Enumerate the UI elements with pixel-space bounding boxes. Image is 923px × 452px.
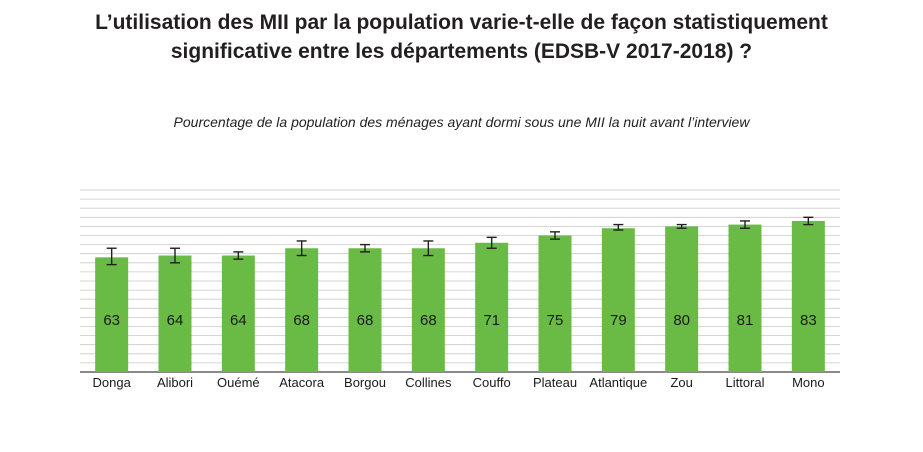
data-label: 64 (167, 312, 184, 329)
bar (285, 248, 319, 372)
bar (475, 242, 509, 372)
data-label: 75 (547, 312, 564, 329)
data-label: 80 (673, 312, 690, 329)
bar (665, 226, 699, 372)
category-label: Couffo (473, 375, 511, 390)
bar (791, 220, 825, 372)
category-label: Mono (792, 375, 825, 390)
category-label: Atlantique (589, 375, 647, 390)
category-label: Zou (670, 375, 692, 390)
category-label: Littoral (725, 375, 764, 390)
data-label: 64 (230, 312, 247, 329)
category-label: Atacora (279, 375, 325, 390)
data-label: 71 (483, 312, 500, 329)
category-label: Ouémé (217, 375, 260, 390)
bar (348, 248, 382, 372)
category-label: Collines (405, 375, 452, 390)
bar (728, 224, 762, 372)
category-label: Donga (93, 375, 132, 390)
bar (95, 257, 129, 372)
data-label: 68 (420, 312, 437, 329)
category-label: Plateau (533, 375, 577, 390)
category-label: Borgou (344, 375, 386, 390)
bar (601, 228, 635, 372)
data-label: 83 (800, 312, 817, 329)
data-label: 79 (610, 312, 627, 329)
bar (411, 248, 445, 372)
chart-title-line-2: significative entre les départements (ED… (170, 40, 753, 63)
data-label: 68 (293, 312, 310, 329)
data-label: 63 (103, 312, 120, 329)
bar (538, 235, 572, 372)
bar (221, 255, 255, 372)
chart-subtitle: Pourcentage de la population des ménages… (173, 114, 750, 130)
category-label: Alibori (157, 375, 193, 390)
chart-title: L’utilisation des MII par la population … (0, 8, 923, 66)
chart-title-line-1: L’utilisation des MII par la population … (95, 11, 828, 34)
data-label: 68 (357, 312, 374, 329)
bar (158, 255, 192, 372)
data-label: 81 (737, 312, 754, 329)
